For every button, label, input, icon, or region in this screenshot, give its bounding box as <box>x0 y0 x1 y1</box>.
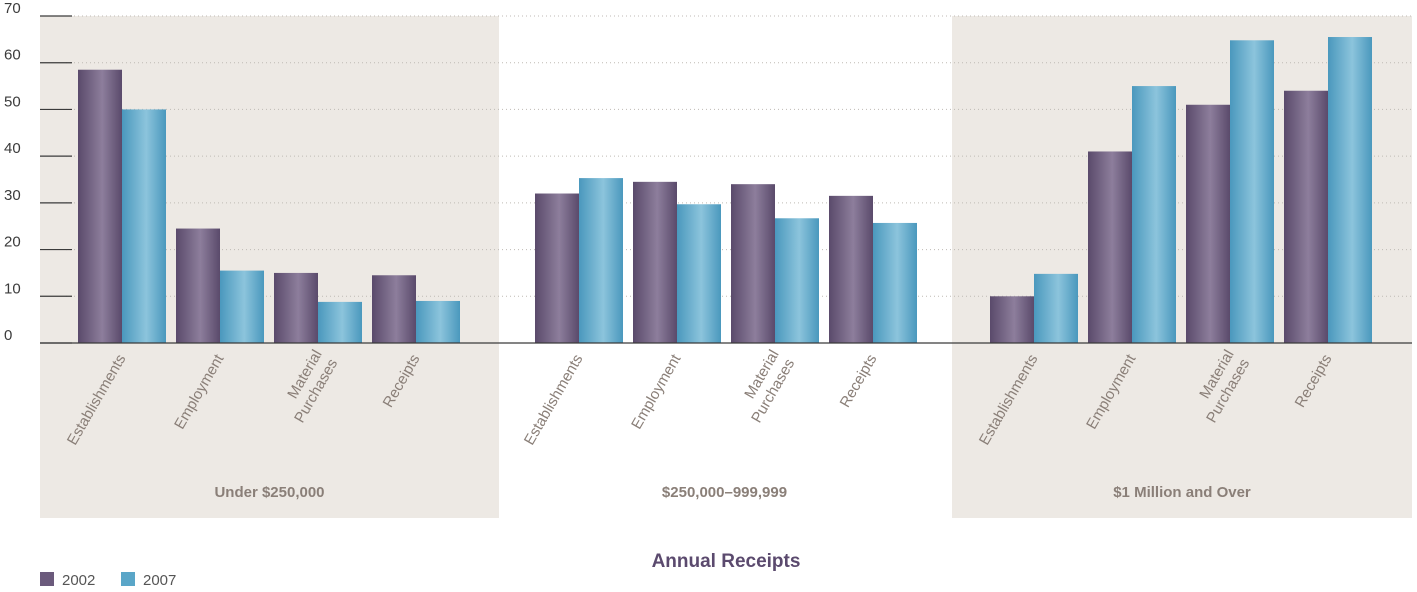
bar-2007-1-0 <box>579 178 623 343</box>
bar-2007-0-0 <box>122 109 166 343</box>
bars <box>78 37 1372 344</box>
bar-2007-2-3 <box>1328 37 1372 344</box>
bar-2002-1-2 <box>731 184 775 343</box>
y-tick-label: 10 <box>4 280 21 297</box>
y-tick-label: 30 <box>4 187 21 204</box>
group-label: Under $250,000 <box>214 484 324 501</box>
category-label: MaterialPurchases <box>733 347 799 426</box>
bar-2007-2-0 <box>1034 273 1078 343</box>
category-label: Establishments <box>521 352 587 449</box>
legend-swatch-2002 <box>40 572 54 586</box>
bar-2002-2-2 <box>1186 104 1230 343</box>
group-label: $250,000–999,999 <box>662 484 787 501</box>
y-axis: 0 10 20 30 40 50 60 70 <box>4 0 1412 344</box>
legend: 2002 2007 <box>40 572 176 589</box>
legend-label: 2007 <box>143 572 176 589</box>
bar-2002-2-3 <box>1284 90 1328 343</box>
y-tick-label: 50 <box>4 93 21 110</box>
group-labels: Under $250,000 $250,000–999,999 $1 Million… <box>214 484 1250 501</box>
y-tick-label: 60 <box>4 47 21 64</box>
bar-2002-1-0 <box>535 193 579 343</box>
bar-2002-0-2 <box>274 272 318 343</box>
bar-2007-2-2 <box>1230 40 1274 343</box>
bar-2007-1-2 <box>775 218 819 343</box>
bar-2007-0-1 <box>220 270 264 343</box>
bar-2002-1-3 <box>829 195 873 343</box>
bar-2002-0-3 <box>372 275 416 343</box>
bar-2002-0-1 <box>176 228 220 343</box>
y-tick-label: 40 <box>4 140 21 157</box>
x-axis-title: Annual Receipts <box>652 551 801 572</box>
category-label: Receipts <box>837 352 881 411</box>
y-tick-label: 0 <box>4 327 12 344</box>
bar-2007-2-1 <box>1132 86 1176 344</box>
bar-2007-0-2 <box>318 301 362 343</box>
bar-2007-1-3 <box>873 222 917 343</box>
bar-2007-0-3 <box>416 300 460 343</box>
bar-2002-1-1 <box>633 181 677 343</box>
bar-2002-2-0 <box>990 296 1034 343</box>
category-label: Employment <box>628 351 685 432</box>
legend-label: 2002 <box>62 572 95 589</box>
y-tick-label: 20 <box>4 234 21 251</box>
bar-2007-1-1 <box>677 204 721 343</box>
bar-2002-0-0 <box>78 69 122 343</box>
bar-2002-2-1 <box>1088 151 1132 343</box>
legend-swatch-2007 <box>121 572 135 586</box>
group-label: $1 Million and Over <box>1113 484 1251 501</box>
y-tick-label: 70 <box>4 0 21 17</box>
